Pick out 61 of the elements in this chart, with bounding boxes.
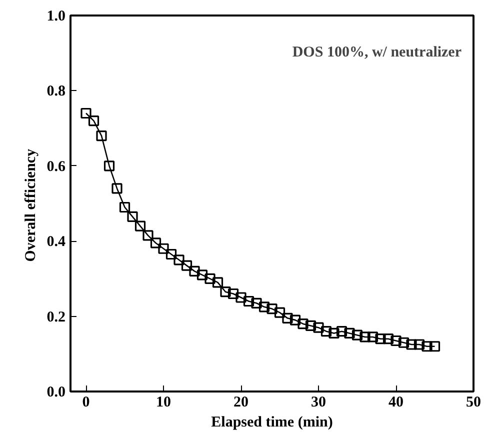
point <box>196 270 208 280</box>
point <box>290 314 301 326</box>
y-tick-label: 0.6 <box>46 158 66 175</box>
y-tick-label: 0.4 <box>46 234 66 250</box>
point <box>134 220 146 232</box>
point <box>119 202 130 213</box>
point <box>398 337 410 348</box>
point <box>158 243 169 254</box>
point <box>422 341 432 352</box>
point <box>80 108 92 119</box>
point <box>375 334 386 344</box>
y-tick-label: 0.0 <box>46 384 66 400</box>
point <box>228 288 239 300</box>
x-tick-label: 0 <box>82 394 90 410</box>
y-tick-label: 1.0 <box>46 8 66 24</box>
point <box>142 230 154 241</box>
point <box>243 296 254 307</box>
point <box>258 302 270 312</box>
point <box>406 339 417 350</box>
point <box>313 322 324 333</box>
point <box>305 320 316 331</box>
x-tick-label: 30 <box>311 394 326 410</box>
x-tick-label: 50 <box>466 394 481 410</box>
annotation: DOS 100%, w/ neutralizer <box>292 44 462 60</box>
point <box>236 292 246 303</box>
point <box>282 312 293 324</box>
x-axis-title: Elapsed time (min) <box>211 414 333 430</box>
point <box>96 130 107 142</box>
point <box>166 248 177 260</box>
point <box>189 266 200 276</box>
point <box>429 341 440 352</box>
y-axis-title: Overall efficiency <box>22 148 39 262</box>
point <box>220 286 231 298</box>
point <box>298 318 308 330</box>
point <box>320 326 332 337</box>
point <box>414 339 425 350</box>
point <box>360 332 370 342</box>
point <box>328 328 340 339</box>
y-tick-label: 0.8 <box>46 84 66 100</box>
point <box>336 326 348 337</box>
point <box>174 254 184 266</box>
point <box>251 298 262 308</box>
x-tick-label: 40 <box>388 394 404 410</box>
point <box>112 183 122 194</box>
y-tick-label: 0.2 <box>46 309 66 326</box>
point <box>150 238 162 248</box>
point <box>88 115 100 126</box>
x-tick-label: 20 <box>234 394 248 410</box>
point <box>266 303 278 314</box>
point <box>352 330 363 340</box>
x-tick-label: 10 <box>156 394 171 410</box>
point <box>367 332 378 342</box>
point <box>274 307 286 318</box>
point <box>181 260 192 271</box>
point <box>127 211 138 222</box>
point <box>212 277 224 288</box>
point <box>390 335 402 346</box>
point <box>104 160 115 172</box>
point <box>344 328 355 339</box>
point <box>382 334 394 344</box>
point <box>204 273 216 284</box>
